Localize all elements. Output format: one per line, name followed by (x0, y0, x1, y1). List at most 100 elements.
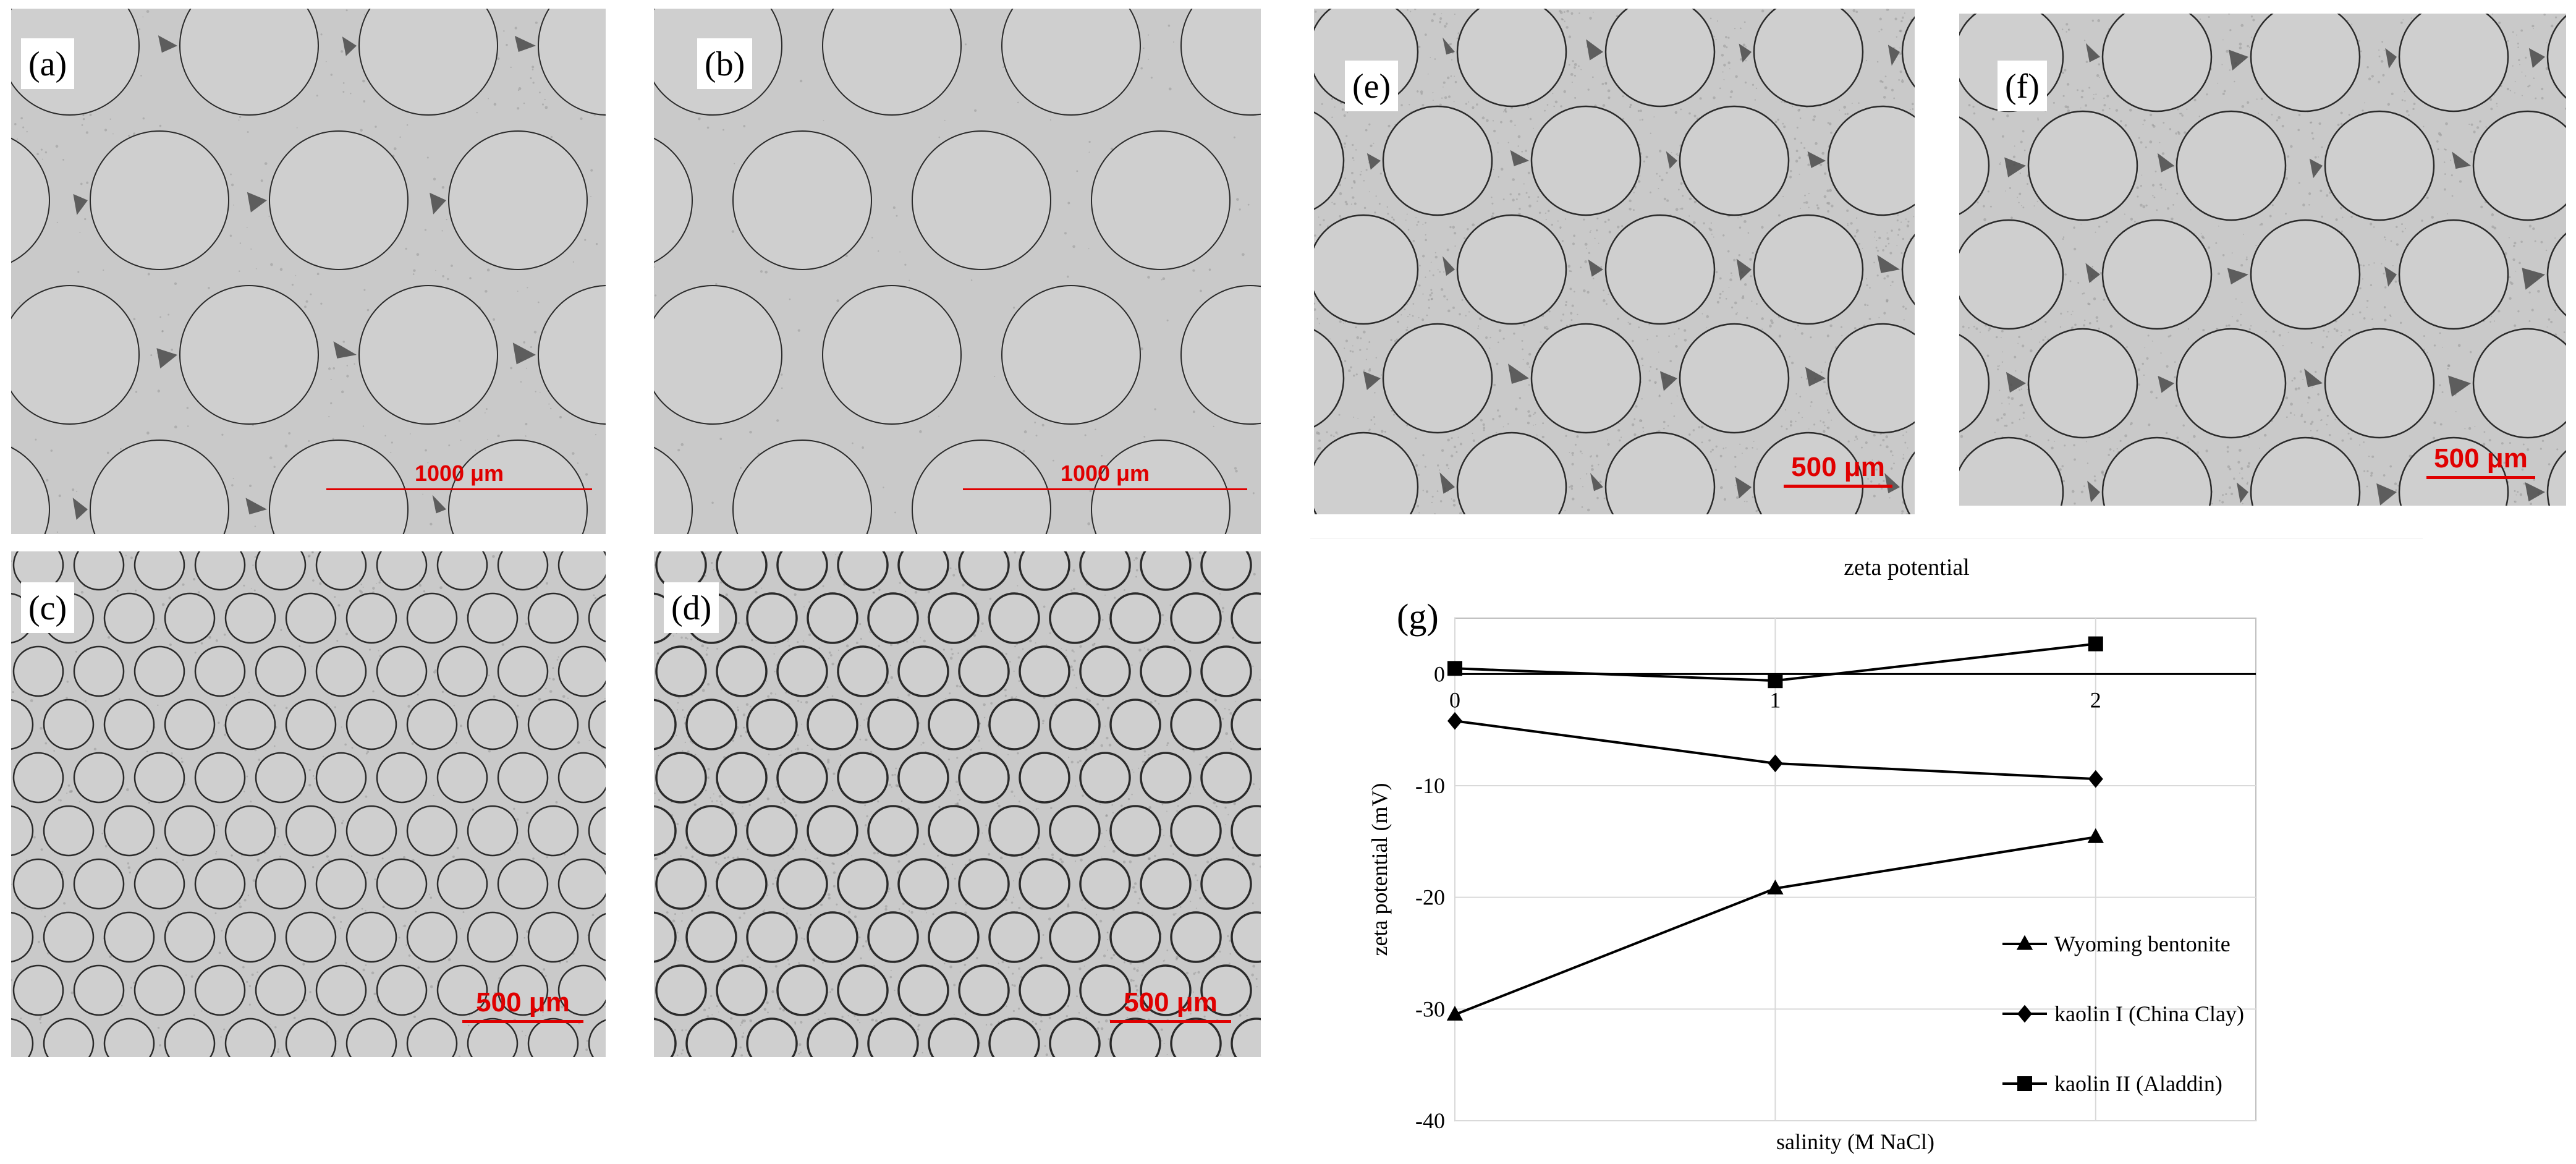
speckle (1751, 300, 1753, 302)
speckle (1359, 173, 1362, 176)
speckle (1010, 901, 1014, 904)
speckle (873, 592, 875, 594)
scale-bar-line-d (1110, 1020, 1231, 1023)
speckle (76, 491, 78, 493)
speckle (1132, 886, 1135, 889)
speckle (1498, 176, 1500, 178)
speckle (208, 635, 211, 639)
speckle (44, 151, 48, 154)
speckle (155, 847, 158, 849)
speckle (899, 251, 900, 253)
speckle (947, 758, 950, 761)
speckle (239, 242, 242, 244)
speckle (1018, 906, 1021, 909)
speckle (1009, 661, 1011, 663)
speckle (774, 965, 777, 968)
speckle (1206, 902, 1208, 904)
speckle (832, 789, 834, 791)
grain-pillar (588, 700, 606, 749)
speckle (190, 975, 193, 978)
speckle (768, 884, 769, 886)
grain-pillar (912, 440, 1051, 534)
speckle (588, 739, 590, 741)
speckle (1006, 132, 1008, 134)
speckle (1131, 794, 1133, 796)
speckle (836, 299, 839, 302)
speckle (572, 261, 574, 263)
speckle (1820, 371, 1823, 373)
grain-pillar (12, 645, 64, 697)
speckle (926, 912, 927, 914)
speckle (1503, 111, 1505, 113)
speckle (523, 341, 526, 344)
speckle (773, 653, 775, 655)
speckle (604, 866, 606, 869)
grain-pillar (588, 806, 606, 856)
speckle (1795, 393, 1797, 395)
speckle (1629, 106, 1632, 109)
speckle (682, 912, 684, 914)
speckle (142, 16, 144, 18)
speckle (1166, 742, 1169, 745)
speckle (441, 690, 444, 694)
speckle (86, 181, 89, 184)
speckle (459, 724, 463, 728)
grain-pillar (557, 858, 606, 910)
speckle (1752, 83, 1755, 86)
grain-pillar (11, 699, 34, 750)
speckle (11, 560, 12, 563)
speckle (1823, 430, 1826, 433)
clay-deposit (333, 341, 357, 359)
speckle (1032, 810, 1034, 812)
speckle (1432, 274, 1434, 276)
speckle (1104, 594, 1106, 596)
speckle (818, 647, 820, 649)
speckle (1126, 1017, 1129, 1019)
speckle (241, 855, 243, 857)
speckle (525, 423, 528, 425)
speckle (319, 582, 322, 585)
speckle (780, 802, 782, 804)
speckle (1233, 743, 1234, 745)
speckle (585, 1048, 588, 1051)
speckle (428, 893, 430, 895)
speckle (40, 848, 43, 851)
speckle (413, 1015, 416, 1019)
speckle (1706, 327, 1708, 329)
speckle (1169, 604, 1171, 606)
speckle (157, 389, 160, 393)
speckle (24, 907, 26, 909)
speckle (1888, 242, 1890, 245)
speckle (900, 800, 903, 802)
grain-pillar (164, 699, 216, 750)
speckle (718, 794, 722, 798)
speckle (1405, 219, 1407, 221)
speckle (1035, 642, 1036, 644)
speckle (1075, 687, 1077, 689)
speckle (279, 856, 281, 858)
speckle (1912, 108, 1914, 110)
speckle (440, 910, 442, 912)
speckle (1658, 351, 1659, 353)
speckle (955, 802, 959, 806)
speckle (895, 767, 897, 770)
speckle (1169, 844, 1172, 848)
speckle (40, 148, 43, 151)
speckle (36, 153, 39, 156)
speckle (229, 234, 232, 237)
speckle (654, 266, 655, 268)
grain-pillar (1140, 858, 1192, 910)
scale-bar-label-d: 500 μm (1124, 987, 1218, 1017)
scale-bar-line-a (326, 488, 592, 490)
speckle (1229, 953, 1231, 955)
speckle (1067, 903, 1070, 906)
panel-label-b: (b) (697, 38, 753, 89)
speckle (938, 415, 939, 417)
speckle (1137, 1011, 1139, 1013)
speckle (1131, 664, 1133, 666)
speckle (937, 855, 939, 857)
speckle (676, 709, 678, 711)
speckle (1106, 932, 1109, 934)
speckle (1756, 448, 1758, 450)
grain-pillar (527, 1017, 579, 1057)
